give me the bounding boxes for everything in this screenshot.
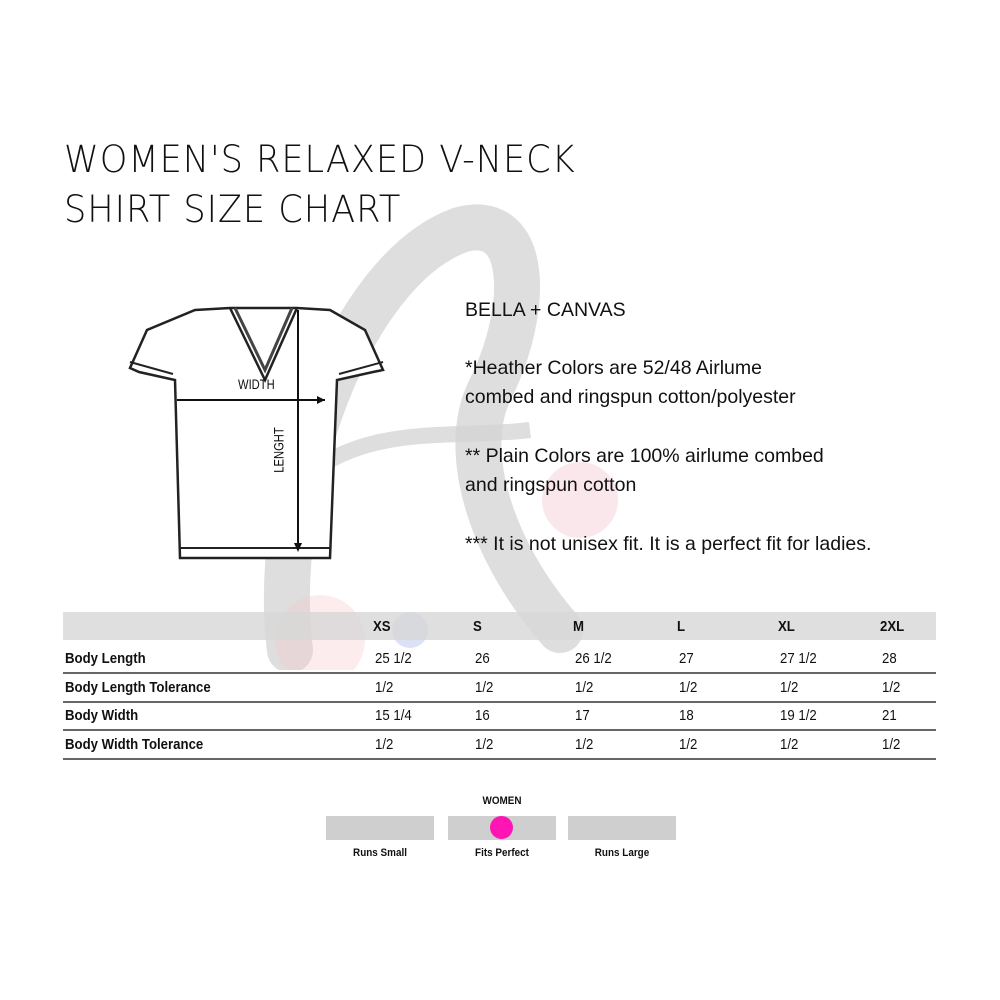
column-header-m: M: [573, 618, 584, 635]
page-title-line1: WOMEN'S RELAXED V-NECK: [64, 138, 576, 181]
column-header-xl: XL: [778, 618, 795, 635]
row-divider: [63, 700, 936, 703]
column-header-2xl: 2XL: [880, 618, 905, 635]
width-label: WIDTH: [238, 376, 275, 392]
row-label: Body Length Tolerance: [65, 678, 211, 696]
brand-text: BELLA + CANVAS: [465, 299, 626, 321]
page-title-line2: SHIRT SIZE CHART: [64, 188, 402, 231]
table-cell: 19 1/2: [780, 707, 817, 724]
shirt-diagram: [128, 306, 385, 560]
fit-note: *** It is not unisex fit. It is a perfec…: [465, 533, 872, 555]
table-cell: 1/2: [575, 678, 594, 696]
table-cell: 1/2: [475, 735, 494, 753]
table-cell: 27 1/2: [780, 650, 817, 667]
heather-text-2: combed and ringspun cotton/polyester: [465, 386, 796, 408]
table-cell: 1/2: [679, 735, 698, 753]
column-header-s: S: [473, 618, 482, 635]
column-header-l: L: [677, 618, 686, 635]
fit-label-fits-perfect: Fits Perfect: [475, 847, 529, 859]
fit-box-runs-small: [326, 816, 434, 840]
table-cell: 1/2: [575, 735, 594, 753]
fit-box-runs-large: [568, 816, 676, 840]
table-cell: 28: [882, 650, 897, 667]
table-cell: 26: [475, 650, 490, 667]
table-cell: 25 1/2: [375, 650, 412, 667]
table-cell: 1/2: [882, 678, 901, 696]
table-cell: 27: [679, 650, 694, 667]
table-cell: 1/2: [375, 735, 394, 753]
heather-text-1: *Heather Colors are 52/48 Airlume: [465, 357, 762, 379]
table-cell: 1/2: [375, 678, 394, 696]
row-divider: [63, 672, 936, 674]
fit-label-runs-large: Runs Large: [594, 847, 650, 859]
row-label: Body Width: [65, 707, 139, 724]
table-cell: 1/2: [475, 678, 494, 696]
fit-marker: [490, 816, 513, 839]
plain-text-1: ** Plain Colors are 100% airlume combed: [465, 445, 824, 467]
row-label: Body Width Tolerance: [65, 735, 204, 753]
table-cell: 1/2: [780, 735, 799, 753]
table-cell: 26 1/2: [575, 650, 612, 667]
row-divider: [63, 729, 936, 731]
table-cell: 1/2: [780, 678, 799, 696]
table-header-band: [63, 612, 936, 640]
table-cell: 17: [575, 707, 590, 724]
row-divider: [63, 757, 936, 760]
table-cell: 18: [679, 707, 694, 724]
table-cell: 1/2: [679, 678, 698, 696]
table-cell: 16: [475, 707, 490, 724]
table-cell: 1/2: [882, 735, 901, 753]
table-cell: 15 1/4: [375, 707, 412, 724]
fit-label-runs-small: Runs Small: [353, 847, 407, 859]
column-header-xs: XS: [373, 618, 391, 635]
fit-heading: WOMEN: [482, 795, 522, 807]
table-cell: 21: [882, 707, 897, 724]
length-label: LENGHT: [270, 427, 287, 473]
plain-text-2: and ringspun cotton: [465, 474, 637, 496]
row-label: Body Length: [65, 650, 146, 667]
